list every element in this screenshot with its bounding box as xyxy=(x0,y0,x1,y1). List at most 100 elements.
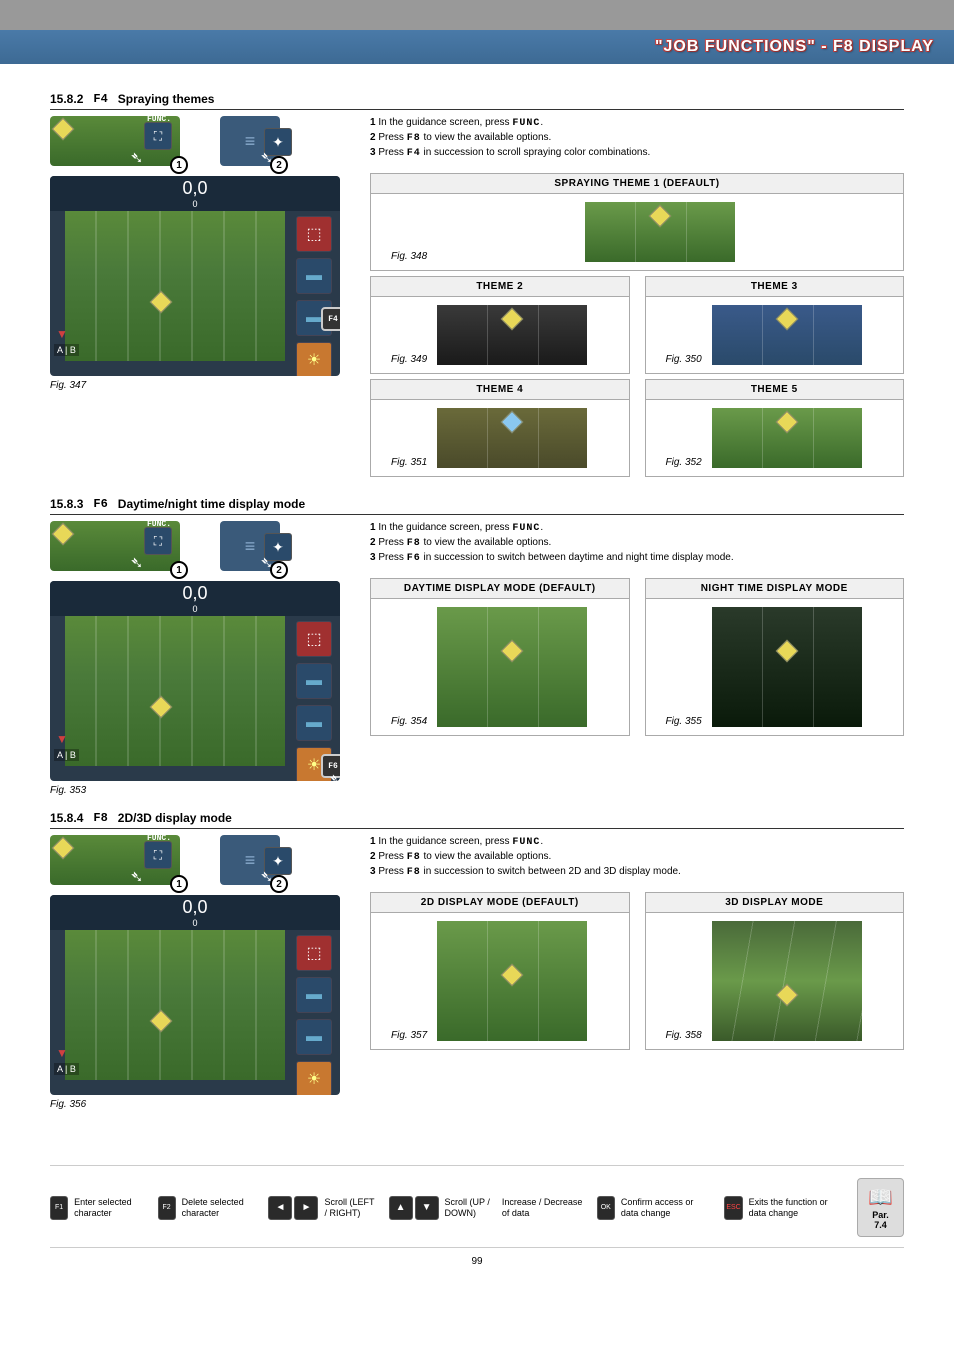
section-num: 15.8.4 xyxy=(50,811,83,825)
screen-topbar: 0,0 0 xyxy=(50,176,340,211)
arrow-icon: ➴ xyxy=(130,148,150,168)
theme-preview xyxy=(437,607,587,727)
fkey-label: F8 xyxy=(93,811,107,825)
ok-icon: OK xyxy=(597,1196,615,1220)
footer-item-ok: OK Confirm access or data change xyxy=(597,1196,713,1220)
chevron-icon: ▼ xyxy=(56,732,68,746)
f4-icon: ▲ xyxy=(389,1196,413,1220)
thumb-blue: ≡ F8 ✦ ➴ 2 xyxy=(220,835,280,885)
f8-label: F8 xyxy=(279,121,289,130)
fig-label: Fig. 356 xyxy=(50,1099,340,1110)
arrow-icon: ➴ xyxy=(130,553,150,573)
side-icon: ⬚ xyxy=(296,621,332,657)
theme-body: Fig. 358 xyxy=(646,913,904,1049)
main-screen: 0,0 0 A | B ▼ ⬚ ▬ ▬ F4 xyxy=(50,176,340,376)
fig-label: Fig. 355 xyxy=(666,716,702,727)
side-icon: ▬ xyxy=(296,258,332,294)
stripes xyxy=(437,607,587,727)
esc-icon: ESC xyxy=(724,1196,742,1220)
theme-header: THEME 5 xyxy=(646,380,904,400)
book-icon: 📖 xyxy=(868,1185,893,1210)
page-title: "JOB FUNCTIONS" - F8 DISPLAY xyxy=(655,38,934,55)
right-col: 1 In the guidance screen, press FUNC. 2 … xyxy=(370,835,904,1110)
screen-field xyxy=(65,930,285,1080)
instr-line: 3 Press F4 in succession to scroll spray… xyxy=(370,146,904,161)
instructions: 1 In the guidance screen, press FUNC. 2 … xyxy=(370,835,904,880)
thumb-blue: ≡ F8 ✦ ➴ 2 xyxy=(220,521,280,571)
stripes xyxy=(65,930,285,1080)
f6-icon: ▼ xyxy=(415,1196,439,1220)
2d-box: 2D DISPLAY MODE (DEFAULT) Fig. 357 xyxy=(370,892,630,1050)
instr-line: 3 Press F8 in succession to switch betwe… xyxy=(370,865,904,880)
section-body-spraying: FUNC. ⛶ ➴ 1 ≡ F8 ✦ ➴ 2 xyxy=(50,116,904,482)
footer-text: Enter selected character xyxy=(74,1197,145,1219)
section-header-daynight: 15.8.3 F6 Daytime/night time display mod… xyxy=(50,497,904,515)
side-icon: ☀ xyxy=(296,1061,332,1095)
diamond-icon xyxy=(52,523,75,546)
section-body-daynight: FUNC. ⛶ ➴ 1 ≡ F8 ✦ ➴ 2 xyxy=(50,521,904,796)
side-icon-f6: ☀ F6 ➴ 3 xyxy=(296,747,332,781)
f2-icon: F2 xyxy=(158,1196,176,1220)
footer-row: F1 Enter selected character F2 Delete se… xyxy=(50,1165,904,1237)
theme-col: 2D DISPLAY MODE (DEFAULT) Fig. 357 xyxy=(370,892,630,1055)
instr-line: 1 In the guidance screen, press FUNC. xyxy=(370,835,904,850)
thumb-row: FUNC. ⛶ ➴ 1 ≡ F8 ✦ ➴ 2 xyxy=(50,116,340,166)
instructions: 1 In the guidance screen, press FUNC. 2 … xyxy=(370,116,904,161)
footer-text: Increase / Decrease of data xyxy=(502,1197,585,1219)
night-box: NIGHT TIME DISPLAY MODE Fig. 355 xyxy=(645,578,905,736)
fig-label: Fig. 352 xyxy=(666,457,702,468)
thumb-green: FUNC. ⛶ ➴ 1 xyxy=(50,521,180,571)
footer-item-f46: ▲ ▼ Scroll (UP / DOWN) xyxy=(389,1196,490,1220)
theme-preview xyxy=(712,607,862,727)
theme-header: SPRAYING THEME 1 (DEFAULT) xyxy=(371,174,903,194)
header-blue-bar: "JOB FUNCTIONS" - F8 DISPLAY xyxy=(0,30,954,64)
theme-preview xyxy=(437,408,587,468)
main-screen: 0,0 0 A | B ▼ ⬚ ▬ ▬ ☀ ⊞ xyxy=(50,895,340,1095)
f8-label: F8 xyxy=(279,526,289,535)
badge-2: 2 xyxy=(270,561,288,579)
screen-topbar: 0,0 0 xyxy=(50,581,340,616)
func-label: FUNC. xyxy=(147,115,171,124)
fig-label: Fig. 358 xyxy=(666,1030,702,1041)
par-num: 7.4 xyxy=(868,1220,893,1230)
par-label: Par. xyxy=(868,1210,893,1220)
screen-sub: 0 xyxy=(182,199,207,209)
theme-col: NIGHT TIME DISPLAY MODE Fig. 355 xyxy=(645,578,905,741)
fkey-label: F6 xyxy=(93,497,107,511)
badge-1: 1 xyxy=(170,561,188,579)
theme-row: THEME 4 Fig. 351 THEME 5 xyxy=(370,379,904,482)
badge-1: 1 xyxy=(170,875,188,893)
theme-row: 2D DISPLAY MODE (DEFAULT) Fig. 357 3D DI… xyxy=(370,892,904,1055)
screen-field xyxy=(65,211,285,361)
footer-item-f2: F2 Delete selected character xyxy=(158,1196,257,1220)
instr-line: 1 In the guidance screen, press FUNC. xyxy=(370,116,904,131)
footer-item-esc: ESC Exits the function or data change xyxy=(724,1196,845,1220)
main-screen: 0,0 0 A | B ▼ ⬚ ▬ ▬ ☀ F xyxy=(50,581,340,781)
instr-line: 2 Press F8 to view the available options… xyxy=(370,536,904,551)
theme5-box: THEME 5 Fig. 352 xyxy=(645,379,905,477)
theme2-box: THEME 2 Fig. 349 xyxy=(370,276,630,374)
theme-header: THEME 4 xyxy=(371,380,629,400)
screen-right-icons: ⬚ ▬ ▬ F4 ☀ ⊞ xyxy=(296,216,332,376)
theme-header: NIGHT TIME DISPLAY MODE xyxy=(646,579,904,599)
fkey-label: F4 xyxy=(93,92,107,106)
chevron-icon: ▼ xyxy=(56,327,68,341)
screen-right-icons: ⬚ ▬ ▬ ☀ F6 ➴ 3 ⊞ xyxy=(296,621,332,781)
func-label: FUNC. xyxy=(147,834,171,843)
3d-box: 3D DISPLAY MODE Fig. 358 xyxy=(645,892,905,1050)
theme-preview xyxy=(437,305,587,365)
theme-preview xyxy=(712,408,862,468)
stripes-3d xyxy=(712,921,862,1041)
footer-item-f1: F1 Enter selected character xyxy=(50,1196,146,1220)
badge-2: 2 xyxy=(270,156,288,174)
fig-label: Fig. 347 xyxy=(50,380,340,391)
thumb-green: FUNC. ⛶ ➴ 1 xyxy=(50,116,180,166)
section-header-2d3d: 15.8.4 F8 2D/3D display mode xyxy=(50,811,904,829)
ab-label: A | B xyxy=(54,344,79,356)
theme-preview-3d xyxy=(712,921,862,1041)
section-num: 15.8.3 xyxy=(50,497,83,511)
theme-body: Fig. 354 xyxy=(371,599,629,735)
fig-label: Fig. 353 xyxy=(50,785,340,796)
diamond-icon xyxy=(52,837,75,860)
section-header-spraying: 15.8.2 F4 Spraying themes xyxy=(50,92,904,110)
